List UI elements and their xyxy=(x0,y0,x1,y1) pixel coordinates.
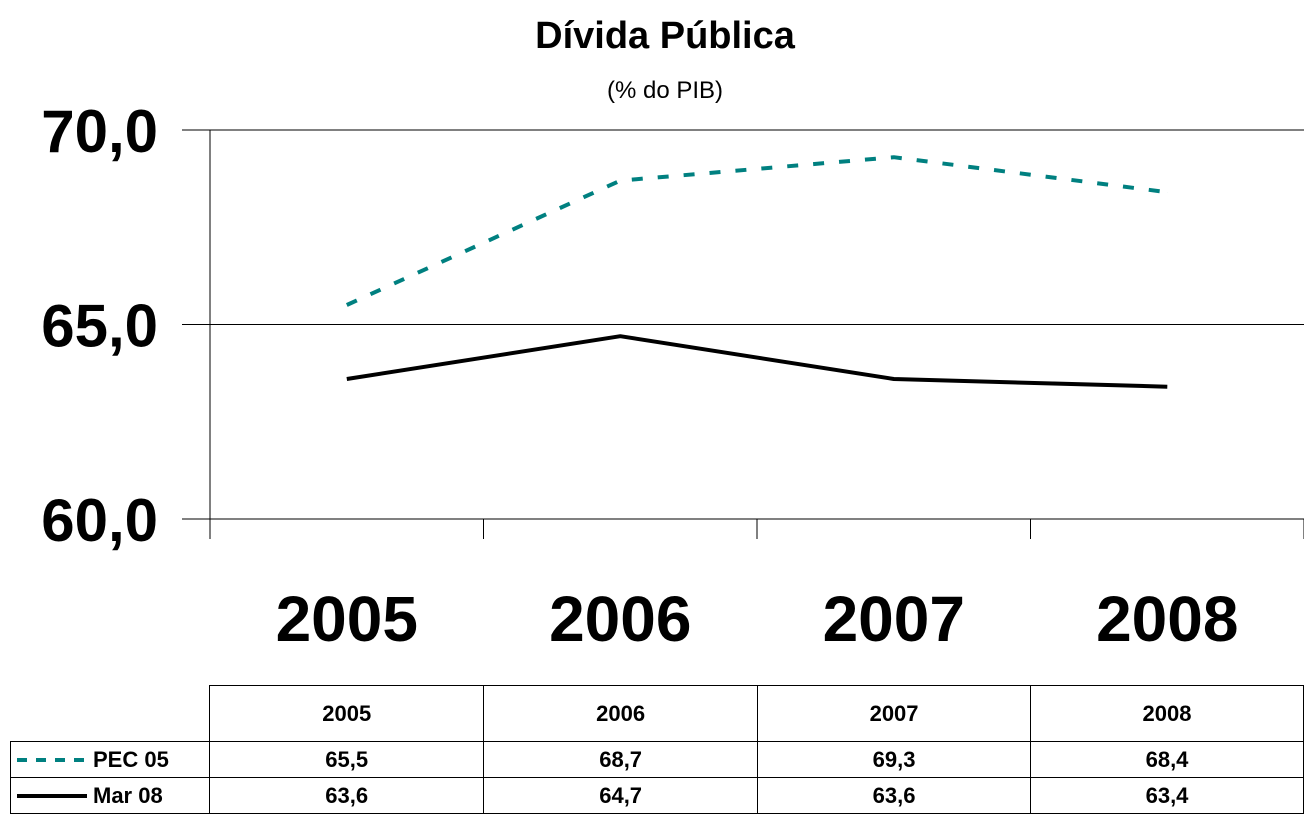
series-line-pec-05 xyxy=(345,155,1168,307)
data-table: 2005 2006 2007 2008 PEC 05 65,5 68,7 69,… xyxy=(9,685,1304,814)
table-header-cell: 2008 xyxy=(1030,685,1304,742)
table-row: Mar 08 63,6 64,7 63,6 63,4 xyxy=(9,777,1304,814)
y-tick-label: 65,0 xyxy=(41,293,158,360)
table-header-cell: 2007 xyxy=(757,685,1032,742)
y-tick-label: 70,0 xyxy=(41,98,158,165)
legend-label: Mar 08 xyxy=(93,783,163,809)
y-tick-label: 60,0 xyxy=(41,487,158,554)
x-tick-label: 2005 xyxy=(276,583,418,655)
table-cell: 63,6 xyxy=(209,777,485,814)
table-cell: 64,7 xyxy=(483,777,759,814)
table-corner xyxy=(10,685,211,742)
series-line-mar-08 xyxy=(346,334,1168,389)
table-cell: 65,5 xyxy=(209,741,485,778)
y-tick-labels: 60,0 65,0 70,0 xyxy=(41,98,158,554)
x-tick-label: 2008 xyxy=(1096,583,1238,655)
axes xyxy=(209,130,1304,539)
dashed-line-swatch-icon xyxy=(17,758,87,763)
legend-label: PEC 05 xyxy=(93,747,169,773)
table-cell: 63,4 xyxy=(1030,777,1304,814)
chart-subtitle: (% do PIB) xyxy=(607,77,723,104)
x-tick-labels: 2005 2006 2007 2008 xyxy=(276,583,1239,655)
table-header-cell: 2006 xyxy=(483,685,759,742)
table-header-row: 2005 2006 2007 2008 xyxy=(10,685,1304,742)
chart-title: Dívida Pública xyxy=(535,15,796,57)
x-tick-label: 2007 xyxy=(823,583,965,655)
solid-line-swatch-icon xyxy=(17,794,87,799)
x-tick-label: 2006 xyxy=(549,583,691,655)
chart: Dívida Pública (% do PIB) 60,0 65,0 70,0 2… xyxy=(41,15,1304,655)
legend-entry-pec05: PEC 05 xyxy=(9,741,211,778)
table-cell: 68,7 xyxy=(483,741,759,778)
table-row: PEC 05 65,5 68,7 69,3 68,4 xyxy=(9,741,1304,778)
table-cell: 69,3 xyxy=(757,741,1032,778)
legend-entry-mar08: Mar 08 xyxy=(9,777,211,814)
table-cell: 68,4 xyxy=(1030,741,1304,778)
table-header-cell: 2005 xyxy=(209,685,485,742)
table-cell: 63,6 xyxy=(757,777,1032,814)
gridlines xyxy=(182,129,1304,520)
series-lines xyxy=(345,155,1168,389)
